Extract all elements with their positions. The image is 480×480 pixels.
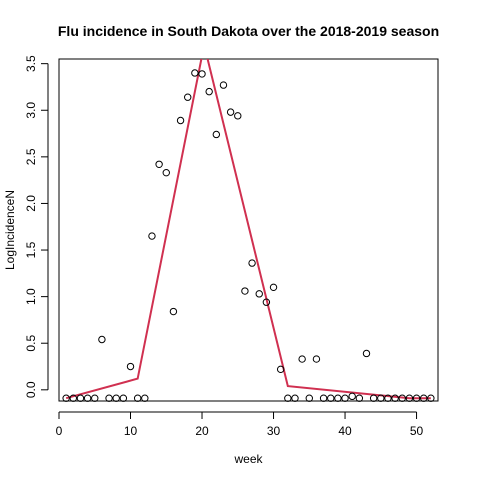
y-axis: 0.0 0.5 1.0 1.5 2.0 2.5 3.0 3.5 <box>24 55 49 398</box>
y-tick-label: 2.5 <box>24 148 38 165</box>
data-point <box>198 70 206 78</box>
data-point <box>91 394 99 402</box>
data-point <box>355 394 364 402</box>
data-point <box>269 283 278 292</box>
data-point <box>305 394 313 402</box>
data-point <box>348 392 356 401</box>
data-point <box>419 394 428 402</box>
data-point <box>155 160 163 169</box>
data-point <box>284 394 292 402</box>
data-point <box>291 394 299 402</box>
y-axis-label: LogIncidenceN <box>3 190 17 270</box>
data-point <box>162 168 170 177</box>
data-point <box>105 394 113 402</box>
data-point <box>176 116 185 125</box>
chart-title: Flu incidence in South Dakota over the 2… <box>58 23 439 39</box>
plot-frame <box>58 58 439 402</box>
data-point <box>119 394 128 402</box>
data-point <box>112 394 120 402</box>
x-tick-label: 0 <box>56 424 63 438</box>
data-point <box>148 232 156 240</box>
data-point <box>62 394 70 402</box>
data-points <box>62 69 435 402</box>
y-tick-label: 3.0 <box>24 102 38 119</box>
y-tick-label: 0.5 <box>24 335 38 352</box>
data-point <box>334 394 342 402</box>
data-point <box>133 394 142 402</box>
data-point <box>241 287 249 295</box>
data-point <box>391 394 399 402</box>
x-axis-label: week <box>233 452 263 466</box>
data-point <box>341 394 349 402</box>
fitted-line <box>65 59 431 400</box>
data-point <box>427 394 435 402</box>
data-point <box>405 394 414 402</box>
x-axis: 0 10 20 30 40 50 <box>56 411 424 438</box>
y-tick-label: 3.5 <box>24 55 38 72</box>
data-point <box>184 93 192 101</box>
data-point <box>384 394 392 402</box>
data-point <box>141 394 149 402</box>
data-point <box>191 69 199 77</box>
data-point <box>276 365 285 374</box>
x-tick-label: 20 <box>195 424 209 438</box>
data-point <box>234 112 242 120</box>
data-point <box>362 349 371 358</box>
x-tick-label: 50 <box>410 424 424 438</box>
data-point <box>69 394 78 402</box>
data-point <box>412 394 421 402</box>
data-point <box>219 81 228 89</box>
data-point <box>255 290 263 298</box>
data-point <box>327 394 335 402</box>
y-tick-label: 0.0 <box>24 381 38 398</box>
data-point <box>248 259 256 267</box>
data-point <box>205 87 213 96</box>
x-tick-label: 10 <box>124 424 138 438</box>
data-point <box>98 335 106 344</box>
data-point <box>369 394 378 402</box>
data-point <box>312 355 321 363</box>
y-tick-label: 1.5 <box>24 241 38 258</box>
data-point <box>76 394 85 402</box>
y-tick-label: 2.0 <box>24 195 38 212</box>
data-point <box>262 298 271 306</box>
data-point <box>169 307 178 316</box>
data-point <box>398 394 406 402</box>
x-tick-label: 40 <box>338 424 352 438</box>
y-tick-label: 1.0 <box>24 288 38 305</box>
data-point <box>212 130 221 139</box>
x-tick-label: 30 <box>267 424 281 438</box>
data-point <box>126 362 135 371</box>
data-point <box>319 394 328 402</box>
data-point <box>377 394 385 402</box>
fitted-lines <box>65 59 431 400</box>
data-point <box>83 394 92 402</box>
data-point <box>226 108 235 116</box>
data-point <box>298 355 306 363</box>
